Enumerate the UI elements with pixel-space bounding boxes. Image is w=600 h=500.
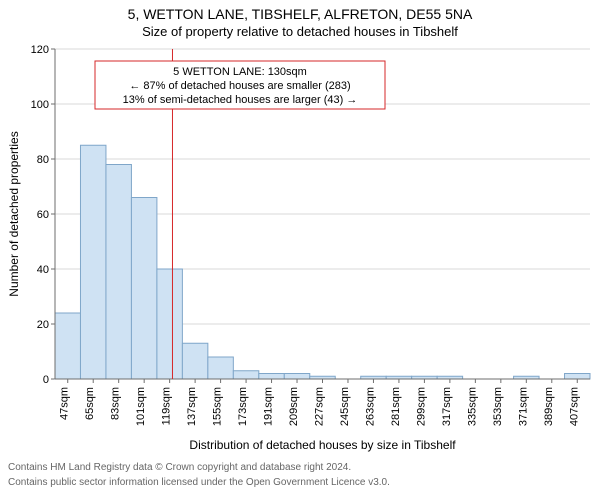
histogram-bar [157,269,182,379]
xtick-label: 335sqm [466,387,478,426]
xtick-label: 137sqm [186,387,198,426]
histogram-bar [259,374,284,380]
xtick-label: 83sqm [110,387,122,420]
xtick-label: 101sqm [135,387,147,426]
y-axis-label: Number of detached properties [7,131,21,296]
ytick-label: 40 [37,264,49,276]
ytick-label: 0 [43,374,49,386]
xtick-label: 407sqm [568,387,580,426]
xtick-label: 281sqm [390,387,402,426]
histogram-bar [565,374,590,380]
ytick-label: 100 [31,99,49,111]
ytick-label: 60 [37,209,49,221]
histogram-bar [182,343,207,379]
xtick-label: 119sqm [161,387,173,425]
histogram-bar [284,374,309,380]
xtick-label: 191sqm [263,387,275,426]
histogram-bar [131,198,156,380]
chart-container: 0 20 40 60 80 100 120 47sqm 65sqm 83sqm 101sqm 119s… [0,39,600,459]
annotation-line3: 13% of semi-detached houses are larger (… [123,94,358,106]
attribution-line1: Contains HM Land Registry data © Crown c… [0,459,600,474]
histogram-bar [208,357,233,379]
xtick-label: 245sqm [339,387,351,426]
xtick-label: 173sqm [237,387,249,426]
histogram-bar [80,145,105,379]
histogram-bar [55,313,80,379]
histogram-bar [233,371,258,379]
xtick-label: 155sqm [212,387,224,426]
xtick-label: 47sqm [59,387,71,420]
xtick-label: 263sqm [364,387,376,426]
xtick-label: 389sqm [543,387,555,426]
xtick-label: 299sqm [415,387,427,426]
ytick-label: 120 [31,44,49,56]
chart-title-main: 5, WETTON LANE, TIBSHELF, ALFRETON, DE55… [0,6,600,22]
xtick-label: 209sqm [288,387,300,426]
xtick-label: 317sqm [441,387,453,426]
histogram-chart: 0 20 40 60 80 100 120 47sqm 65sqm 83sqm 101sqm 119s… [0,39,600,459]
xtick-label: 353sqm [492,387,504,426]
xtick-label: 227sqm [314,387,326,426]
ytick-label: 80 [37,154,49,166]
ytick-label: 20 [37,319,49,331]
xtick-label: 65sqm [84,387,96,420]
annotation-line1: 5 WETTON LANE: 130sqm [173,66,307,78]
attribution-line2: Contains public sector information licen… [0,474,600,489]
x-axis-label: Distribution of detached houses by size … [189,438,456,452]
chart-title-sub: Size of property relative to detached ho… [0,24,600,39]
histogram-bar [106,165,131,380]
annotation-line2: ← 87% of detached houses are smaller (28… [129,80,350,92]
xtick-label: 371sqm [517,387,529,426]
